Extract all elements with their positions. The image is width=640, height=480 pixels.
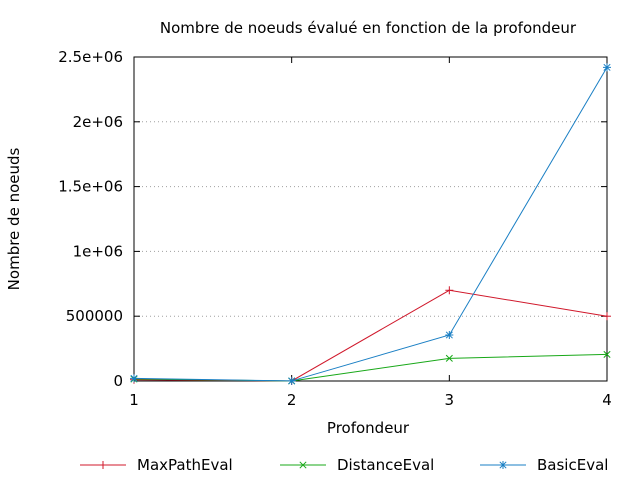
y-tick-label: 500000 <box>66 307 123 325</box>
y-axis: 0 500000 1e+06 1.5e+06 2e+06 2.5e+06 <box>58 48 607 390</box>
y-tick-label: 1.5e+06 <box>58 178 123 196</box>
legend-item: BasicEval <box>480 456 608 474</box>
y-tick-label: 1e+06 <box>73 242 123 260</box>
y-tick-label: 2.5e+06 <box>58 48 123 66</box>
data-point <box>287 376 296 385</box>
data-point <box>99 461 107 469</box>
legend-label: DistanceEval <box>337 456 434 474</box>
x-tick-label: 1 <box>129 391 139 409</box>
data-point <box>603 312 611 321</box>
data-point <box>445 286 454 295</box>
series-layer <box>130 63 611 385</box>
data-point <box>499 461 507 469</box>
data-point <box>445 354 453 362</box>
legend-label: MaxPathEval <box>137 456 233 474</box>
plot-frame <box>133 56 608 382</box>
data-point <box>299 461 307 469</box>
data-point <box>603 63 611 72</box>
x-tick-label: 3 <box>445 391 455 409</box>
y-tick-label: 2e+06 <box>73 113 123 131</box>
legend: MaxPathEval DistanceEval BasicEval <box>80 456 608 474</box>
grid-lines <box>134 121 607 317</box>
series-line <box>133 289 608 382</box>
data-point <box>130 374 138 383</box>
x-tick-label: 2 <box>287 391 297 409</box>
y-axis-label: Nombre de noeuds <box>5 147 23 290</box>
series-line <box>133 67 608 382</box>
data-point <box>445 330 454 339</box>
series-MaxPathEval <box>130 286 611 385</box>
data-point <box>603 350 611 358</box>
chart-title: Nombre de noeuds évalué en fonction de l… <box>160 19 577 37</box>
legend-label: BasicEval <box>537 456 608 474</box>
y-tick-label: 0 <box>113 372 123 390</box>
legend-item: MaxPathEval <box>80 456 233 474</box>
x-tick-label: 4 <box>602 391 612 409</box>
x-axis-label: Profondeur <box>327 419 410 437</box>
series-BasicEval <box>130 63 611 385</box>
legend-item: DistanceEval <box>280 456 434 474</box>
